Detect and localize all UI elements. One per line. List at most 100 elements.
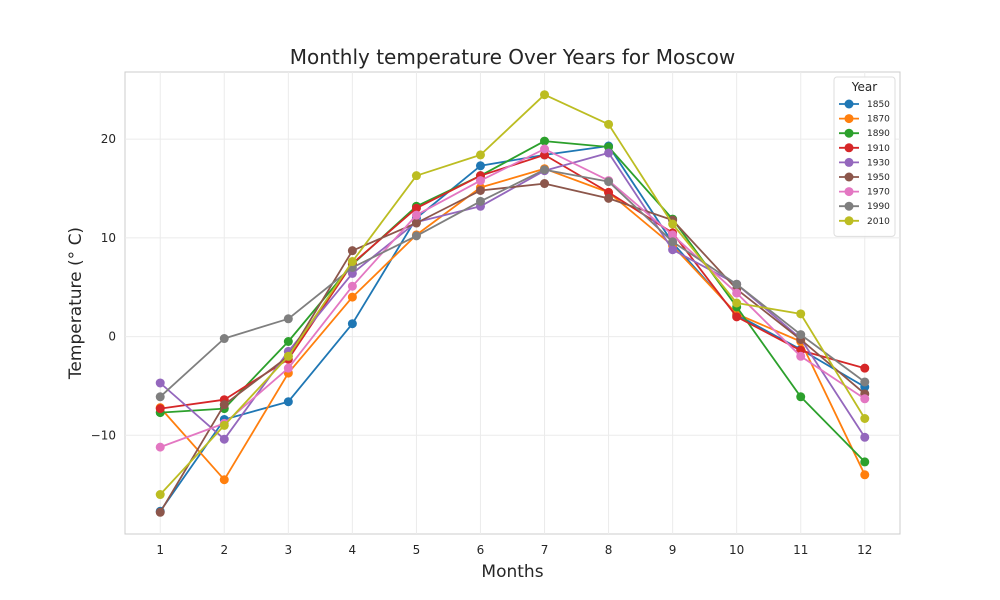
legend-swatch-marker <box>844 128 854 138</box>
data-point-1850 <box>283 397 293 407</box>
data-point-2010 <box>732 298 742 308</box>
series-line-1870 <box>159 167 866 481</box>
data-point-1990 <box>604 177 614 187</box>
data-point-1910 <box>155 404 165 414</box>
legend-label: 1870 <box>867 115 890 125</box>
data-point-1990 <box>668 237 678 247</box>
data-point-1910 <box>411 203 421 213</box>
data-point-2010 <box>347 257 357 267</box>
data-point-1890 <box>540 136 550 146</box>
data-point-1910 <box>732 312 742 322</box>
y-tick-label: 0 <box>108 330 116 344</box>
data-point-1870 <box>860 470 870 480</box>
data-point-1970 <box>475 176 485 186</box>
legend-title: Year <box>851 80 877 94</box>
data-point-1910 <box>860 363 870 373</box>
data-point-1990 <box>860 377 870 387</box>
legend-label: 1930 <box>867 158 890 168</box>
data-point-1970 <box>860 394 870 404</box>
data-point-2010 <box>668 219 678 229</box>
x-tick-label: 10 <box>729 543 744 557</box>
legend-label: 1850 <box>867 100 890 110</box>
legend-item-1850: 1850 <box>839 99 890 110</box>
legend-swatch-marker <box>844 187 854 197</box>
legend-item-2010: 2010 <box>839 216 890 227</box>
x-tick-label: 8 <box>605 543 613 557</box>
data-point-2010 <box>283 351 293 361</box>
legend-swatch-marker <box>844 114 854 124</box>
data-point-1970 <box>347 281 357 291</box>
legend-swatch-marker <box>844 216 854 226</box>
data-point-1990 <box>155 392 165 402</box>
x-tick-label: 12 <box>857 543 872 557</box>
data-point-1930 <box>668 245 678 255</box>
legend-item-1990: 1990 <box>839 201 890 212</box>
data-point-1970 <box>283 363 293 373</box>
series-line-1970 <box>159 148 866 448</box>
legend-item-1930: 1930 <box>839 157 890 168</box>
data-point-2010 <box>604 119 614 129</box>
legend-swatch-marker <box>844 143 854 153</box>
data-point-1890 <box>796 392 806 402</box>
legend-item-1970: 1970 <box>839 187 890 198</box>
data-point-1990 <box>732 279 742 289</box>
data-point-1950 <box>411 218 421 228</box>
legend-label: 1890 <box>867 129 890 139</box>
data-point-1950 <box>219 400 229 410</box>
data-point-1950 <box>475 185 485 195</box>
data-point-2010 <box>155 490 165 500</box>
data-point-1950 <box>347 246 357 256</box>
chart-title: Monthly temperature Over Years for Mosco… <box>290 45 735 69</box>
data-point-1990 <box>219 334 229 344</box>
x-tick-label: 7 <box>541 543 549 557</box>
legend-label: 2010 <box>867 217 890 227</box>
data-point-1870 <box>347 292 357 302</box>
series-line-2010 <box>159 93 866 496</box>
x-tick-label: 9 <box>669 543 677 557</box>
x-tick-label: 4 <box>349 543 357 557</box>
data-point-1950 <box>604 193 614 203</box>
legend-swatch-marker <box>844 201 854 211</box>
legend-item-1910: 1910 <box>839 143 890 154</box>
legend-item-1890: 1890 <box>839 128 890 139</box>
data-point-2010 <box>860 414 870 423</box>
data-point-2010 <box>540 90 550 100</box>
data-point-1990 <box>411 231 421 241</box>
x-axis-label: Months <box>481 562 543 582</box>
legend-label: 1950 <box>867 173 890 183</box>
data-point-2010 <box>219 420 229 430</box>
legend-swatch-marker <box>844 172 854 182</box>
series-1970 <box>155 144 870 452</box>
data-point-1890 <box>283 337 293 346</box>
x-tick-label: 5 <box>413 543 421 557</box>
data-point-1970 <box>155 442 165 452</box>
series-lines <box>155 90 870 517</box>
data-point-1930 <box>155 378 165 388</box>
data-point-1970 <box>796 351 806 361</box>
legend-label: 1990 <box>867 202 890 212</box>
plot-frame <box>124 71 901 535</box>
legend-item-1870: 1870 <box>839 114 890 125</box>
plot-area <box>124 71 901 535</box>
data-point-1930 <box>604 148 614 158</box>
data-point-2010 <box>411 171 421 181</box>
data-point-1990 <box>796 330 806 340</box>
data-point-1850 <box>475 161 485 171</box>
y-tick-label: −10 <box>91 428 116 442</box>
y-axis-label: Temperature (° C) <box>66 227 86 380</box>
x-tick-label: 6 <box>477 543 485 557</box>
data-point-1990 <box>283 314 293 324</box>
data-point-2010 <box>475 150 485 160</box>
data-point-1890 <box>860 457 870 467</box>
data-point-1990 <box>540 165 550 175</box>
x-tick-label: 3 <box>285 543 293 557</box>
legend-item-1950: 1950 <box>839 172 890 183</box>
legend-swatch-marker <box>844 99 854 109</box>
data-point-1930 <box>860 432 870 442</box>
y-tick-label: 10 <box>101 231 116 245</box>
series-line-1990 <box>159 168 866 398</box>
data-point-1970 <box>668 230 678 240</box>
legend-label: 1970 <box>867 188 890 198</box>
